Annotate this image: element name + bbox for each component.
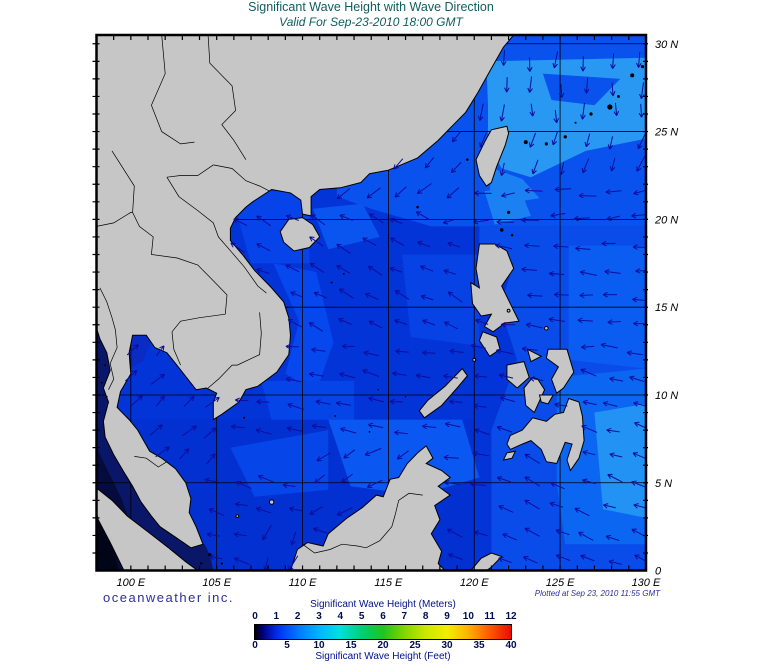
lon-label: 120 E (460, 577, 489, 589)
landmass-sumatra (96, 487, 199, 571)
landmass-sulawesi (470, 552, 503, 571)
lon-label: 115 E (374, 577, 403, 589)
legend-tick: 4 (337, 611, 344, 622)
map-frame (92, 33, 648, 572)
lat-label: 5 N (655, 478, 672, 490)
lat-label: 20 N (654, 214, 678, 226)
lon-label: 130 E (632, 577, 661, 589)
lon-label: 110 E (289, 577, 318, 589)
wave-direction-arrows (125, 50, 646, 571)
landmass-basilan-sulu (502, 450, 517, 461)
landmass-borneo (290, 445, 452, 571)
landmass-samar-leyte (545, 348, 575, 395)
legend-tick: 0 (252, 640, 258, 651)
lon-label: 125 E (546, 577, 575, 589)
landmass-mainland-asia (96, 35, 515, 549)
lat-label: 10 N (655, 390, 678, 402)
legend-tick: 15 (345, 640, 357, 651)
landmass-mindoro (478, 331, 501, 358)
legend-tick: 10 (462, 611, 474, 622)
landmass-bohol (538, 394, 555, 405)
legend-tick: 12 (505, 611, 517, 622)
degree-ticks (92, 35, 648, 571)
legend-tick: 5 (358, 611, 365, 622)
lat-label: 25 N (654, 127, 678, 139)
legend-tick: 30 (441, 640, 453, 651)
legend-feet-ticks: 0 5 10 15 20 25 30 35 40 (239, 640, 527, 651)
legend-tick: 25 (409, 640, 421, 651)
landmass-mindanao (506, 397, 585, 472)
lon-label: 100 E (116, 577, 145, 589)
legend-colorbar (254, 624, 512, 640)
legend-tick: 20 (377, 640, 389, 651)
legend-tick: 3 (316, 611, 322, 622)
legend-tick: 40 (505, 640, 517, 651)
legend-tick: 7 (401, 611, 408, 622)
lat-label: 15 N (655, 302, 678, 314)
landmass-luzon (470, 243, 520, 333)
landmass-palawan (418, 367, 469, 419)
legend-tick: 5 (284, 640, 290, 651)
legend-tick: 1 (273, 611, 280, 622)
map-valid-time: Valid For Sep-23-2010 18:00 GMT (279, 15, 463, 29)
lon-label: 105 E (202, 577, 231, 589)
legend-tick: 2 (294, 611, 301, 622)
legend-tick: 10 (313, 640, 325, 651)
landmass-masbate (526, 348, 543, 363)
title-block: Significant Wave Height with Wave Direct… (0, 0, 742, 29)
legend-tick: 11 (484, 611, 495, 622)
landmass-taiwan (475, 125, 510, 187)
axis-labels: 30 N 25 N 20 N 15 N 10 N 5 N 0 100 E 105 E 110 E 1… (116, 39, 678, 589)
legend-tick: 35 (473, 640, 485, 651)
legend-tick: 8 (422, 611, 429, 622)
legend-meters-ticks: 0 1 2 3 4 5 6 7 8 9 10 11 12 (239, 611, 527, 622)
oceanweather-logo: oceanweather inc. (103, 590, 235, 605)
lat-label: 30 N (655, 39, 678, 51)
legend-meters-title: Significant Wave Height (Meters) (310, 599, 456, 610)
map-title: Significant Wave Height with Wave Direct… (248, 0, 494, 14)
legend-tick: 6 (380, 611, 386, 622)
lat-label: 0 (655, 566, 662, 578)
plotted-timestamp: Plotted at Sep 23, 2010 11:55 GMT (534, 589, 660, 598)
legend-feet-title: Significant Wave Height (Feet) (315, 651, 451, 662)
legend-tick: 9 (444, 611, 450, 622)
legend-tick: 0 (252, 611, 258, 622)
land-layer (96, 35, 645, 571)
